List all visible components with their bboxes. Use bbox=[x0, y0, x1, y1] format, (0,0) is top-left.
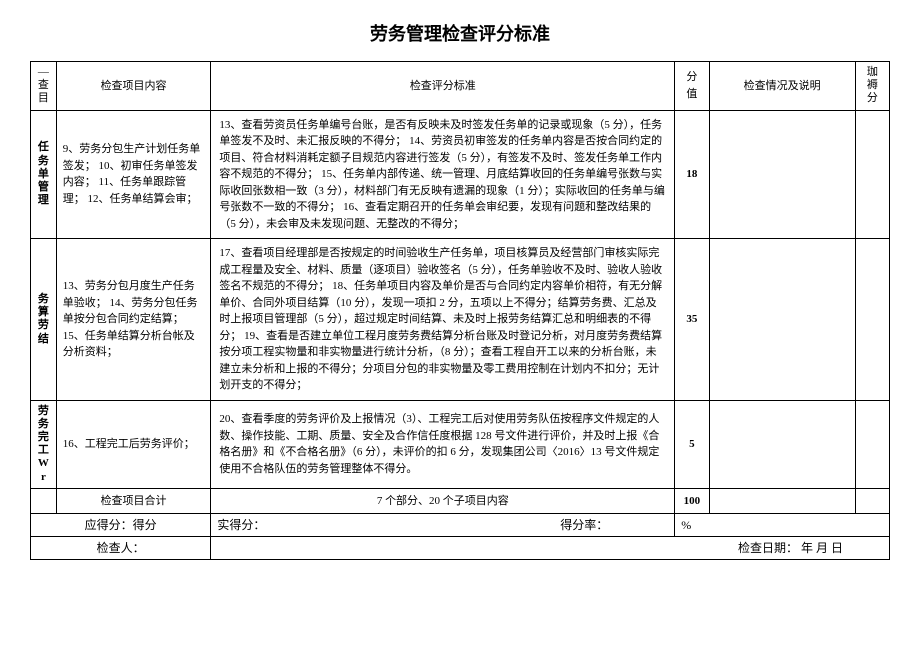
header-standard: 检查评分标准 bbox=[211, 62, 675, 111]
pct-label: 得分率： bbox=[560, 516, 668, 534]
header-category: —查目 bbox=[31, 62, 57, 111]
score-row: 应得分：得分 实得分： 得分率： % bbox=[31, 514, 890, 537]
row-item: 9、劳务分包生产计划任务单签发； 10、初审任务单签发内容； 11、任务单跟踪管… bbox=[56, 110, 211, 239]
pct-unit: % bbox=[675, 514, 890, 537]
actual-and-pct: 实得分： 得分率： bbox=[211, 514, 675, 537]
table-row: 务算劳结 13、劳务分包月度生产任务单验收； 14、劳务分包任务单按分包合同约定… bbox=[31, 239, 890, 401]
row-standard: 17、查看项目经理部是否按规定的时间验收生产任务单，项目核算员及经营部门审核实际… bbox=[211, 239, 675, 401]
row-desc bbox=[709, 239, 855, 401]
row-category: 务算劳结 bbox=[31, 239, 57, 401]
row-deduct bbox=[855, 110, 889, 239]
header-item: 检查项目内容 bbox=[56, 62, 211, 111]
row-score: 5 bbox=[675, 400, 709, 488]
signature-row: 检查人： 检查日期： 年 月 日 bbox=[31, 537, 890, 560]
row-standard: 13、查看劳资员任务单编号台账，是否有反映未及时签发任务单的记录或现象（5 分）… bbox=[211, 110, 675, 239]
header-row: —查目 检查项目内容 检查评分标准 分值 检查情况及说明 珈褥分 bbox=[31, 62, 890, 111]
row-score: 35 bbox=[675, 239, 709, 401]
row-standard: 20、查看季度的劳务评价及上报情况（3）、工程完工后对使用劳务队伍按程序文件规定… bbox=[211, 400, 675, 488]
row-item: 13、劳务分包月度生产任务单验收； 14、劳务分包任务单按分包合同约定结算； 1… bbox=[56, 239, 211, 401]
header-score: 分值 bbox=[675, 62, 709, 111]
totals-row: 检查项目合计 7 个部分、20 个子项目内容 100 bbox=[31, 488, 890, 514]
row-item: 16、工程完工后劳务评价； bbox=[56, 400, 211, 488]
totals-summary: 7 个部分、20 个子项目内容 bbox=[211, 488, 675, 514]
table-row: 任务单管理 9、劳务分包生产计划任务单签发； 10、初审任务单签发内容； 11、… bbox=[31, 110, 890, 239]
scoring-table: —查目 检查项目内容 检查评分标准 分值 检查情况及说明 珈褥分 任务单管理 9… bbox=[30, 61, 890, 560]
should-score: 应得分：得分 bbox=[31, 514, 211, 537]
date-label: 检查日期： 年 月 日 bbox=[738, 539, 883, 557]
header-desc: 检查情况及说明 bbox=[709, 62, 855, 111]
row-category: 任务单管理 bbox=[31, 110, 57, 239]
inspector-label: 检查人： bbox=[31, 537, 211, 560]
totals-score: 100 bbox=[675, 488, 709, 514]
row-deduct bbox=[855, 400, 889, 488]
row-score: 18 bbox=[675, 110, 709, 239]
header-deduct: 珈褥分 bbox=[855, 62, 889, 111]
page-title: 劳务管理检查评分标准 bbox=[30, 20, 890, 46]
row-desc bbox=[709, 400, 855, 488]
row-deduct bbox=[855, 239, 889, 401]
row-desc bbox=[709, 110, 855, 239]
table-row: 劳 务完 工Wr 16、工程完工后劳务评价； 20、查看季度的劳务评价及上报情况… bbox=[31, 400, 890, 488]
totals-label: 检查项目合计 bbox=[56, 488, 211, 514]
date-cell: 检查日期： 年 月 日 bbox=[211, 537, 890, 560]
row-category: 劳 务完 工Wr bbox=[31, 400, 57, 488]
actual-score-label: 实得分： bbox=[217, 518, 265, 532]
